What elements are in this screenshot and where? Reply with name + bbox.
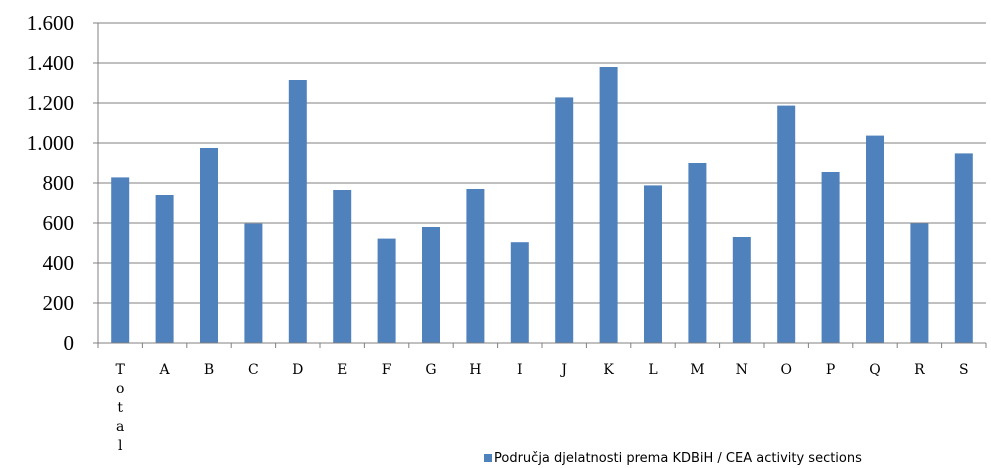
y-tick-label: 800: [43, 171, 75, 195]
y-tick-label: 400: [43, 251, 75, 275]
x-tick-label: A: [159, 362, 171, 378]
y-tick-label: 200: [43, 291, 75, 315]
bar-n: [732, 237, 751, 343]
bar-q: [866, 135, 884, 343]
x-tick-label: I: [517, 362, 523, 378]
x-tick-label: M: [690, 362, 704, 378]
bar-e: [333, 190, 352, 343]
x-tick-label: G: [425, 362, 436, 378]
legend-swatch: [484, 454, 492, 462]
x-tick-label: Q: [869, 362, 880, 378]
bar-r: [910, 223, 929, 343]
x-tick-label: J: [559, 362, 567, 378]
x-tick-label: P: [826, 362, 835, 378]
x-tick-label: H: [469, 362, 481, 378]
x-tick-label: F: [382, 362, 392, 378]
bar-m: [688, 163, 707, 343]
x-tick-label: E: [337, 362, 347, 378]
x-tick-label: R: [914, 362, 925, 378]
x-tick-label: L: [648, 362, 657, 378]
y-tick-label: 1.400: [27, 51, 74, 75]
bar-l: [644, 185, 662, 343]
bar-j: [555, 97, 574, 344]
bar-total: [111, 177, 130, 343]
gridlines: [98, 22, 986, 304]
y-tick-label: 1.000: [27, 131, 74, 155]
y-axis-tick-labels: 0 200 400 600 800 1.000 1.200 1.400 1.600: [27, 11, 74, 355]
bars: [111, 67, 973, 344]
bar-o: [777, 105, 796, 343]
bar-d: [288, 80, 307, 343]
x-tick-label: K: [603, 362, 614, 378]
bar-i: [510, 242, 529, 343]
axes: [93, 22, 987, 348]
bar-g: [422, 227, 440, 343]
x-tick-label: D: [292, 362, 303, 378]
legend: Područja djelatnosti prema KDBiH / CEA a…: [484, 451, 862, 466]
y-tick-label: 1.200: [27, 91, 74, 115]
bar-a: [155, 195, 174, 343]
bar-f: [377, 238, 396, 343]
bar-h: [466, 189, 485, 343]
bar-b: [200, 148, 218, 343]
y-tick-label: 600: [43, 211, 75, 235]
x-tick-label: C: [248, 362, 259, 378]
bar-s: [954, 153, 973, 343]
bar-p: [821, 172, 840, 343]
x-tick-label: N: [736, 362, 748, 378]
bar-c: [244, 223, 263, 343]
y-tick-label: 1.600: [27, 11, 74, 35]
y-tick-label: 0: [64, 331, 75, 355]
bar-k: [599, 67, 618, 343]
legend-label: Područja djelatnosti prema KDBiH / CEA a…: [494, 451, 862, 466]
x-tick-label: O: [780, 362, 791, 378]
x-tick-label: S: [959, 362, 969, 378]
x-tick-label: B: [204, 362, 214, 378]
